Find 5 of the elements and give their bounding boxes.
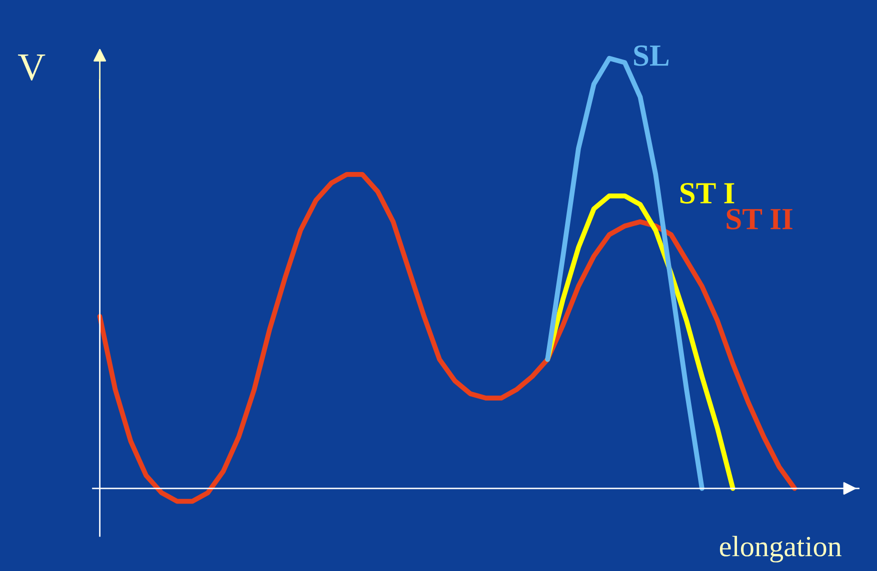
y-axis-title: V: [18, 54, 46, 81]
series-label: ST II: [726, 208, 792, 230]
x-axis-title: elongation: [720, 536, 842, 562]
series-label: ST I: [680, 183, 734, 204]
series-label: SL: [634, 45, 669, 66]
